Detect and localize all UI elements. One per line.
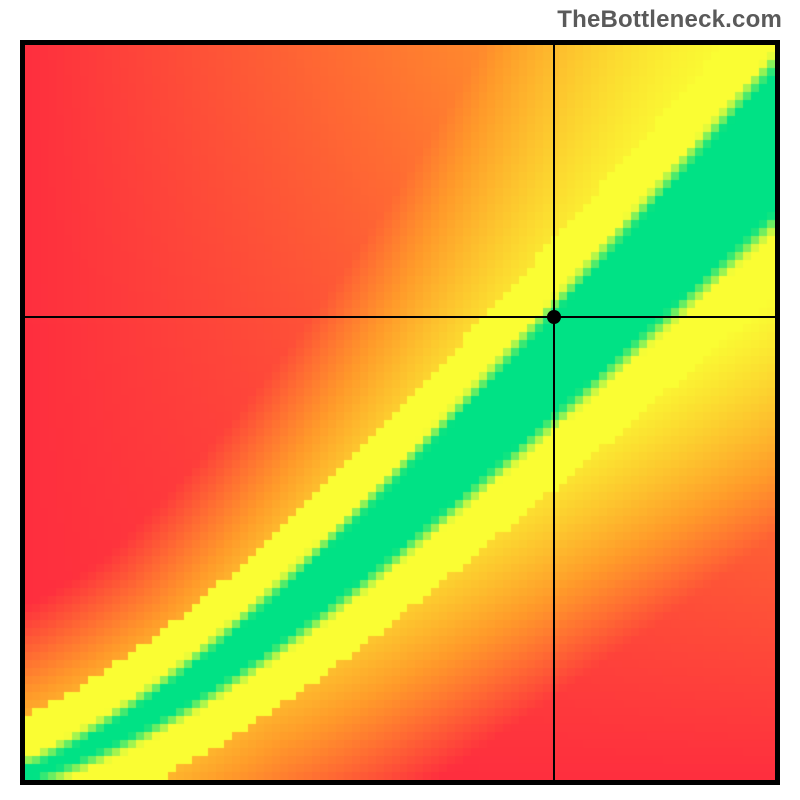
- watermark-text: TheBottleneck.com: [557, 6, 782, 34]
- heatmap-canvas: [25, 45, 775, 780]
- plot-frame: [20, 40, 780, 785]
- chart-container: TheBottleneck.com: [0, 0, 800, 800]
